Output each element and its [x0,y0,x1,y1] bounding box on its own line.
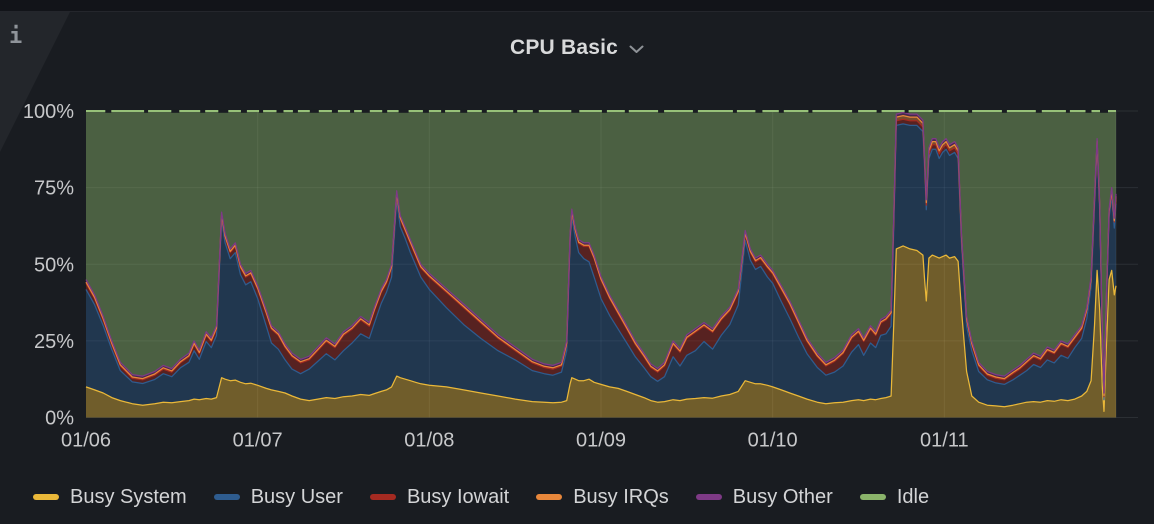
idle-line-gap [658,109,665,113]
legend-label: Busy IRQs [573,486,669,508]
window-top-strip [0,0,1154,12]
idle-line-gap [755,109,763,113]
idle-line-gap [852,109,859,113]
legend-item-busy-iowait[interactable]: Busy Iowait [369,486,510,508]
legend-item-busy-other[interactable]: Busy Other [695,486,833,508]
legend-label: Busy User [250,486,343,508]
idle-line-gap [624,109,629,113]
x-tick-label: 01/08 [404,430,454,452]
legend-label: Busy Iowait [406,486,510,508]
idle-line-gap [292,109,298,113]
idle-line-gap [460,109,468,113]
legend-swatch [536,494,563,500]
idle-line-gap [422,109,429,113]
x-tick-label: 01/07 [233,430,283,452]
x-tick-label: 01/09 [576,430,626,452]
panel-title[interactable]: CPU Basic [509,36,618,59]
legend-item-busy-system[interactable]: Busy System [33,487,187,507]
line-busy-system [85,245,1117,413]
y-tick-label: 0% [45,408,74,430]
idle-line-gap [692,109,698,113]
legend-label: Busy Other [732,486,833,508]
idle-line-gap [218,109,229,113]
y-tick-label: 100% [23,101,74,123]
idle-line-gap [1065,109,1070,113]
y-tick-label: 75% [34,178,74,200]
idle-line-gap [1085,109,1092,113]
idle-line-gap [932,109,939,113]
idle-line-gap [350,109,355,113]
idle-line-gap [968,109,973,113]
idle-line-gap [331,109,338,113]
idle-line-gap [1001,109,1007,113]
idle-line-gap [105,109,112,113]
idle-line-gap [441,109,446,113]
legend-item-busy-irqs[interactable]: Busy IRQs [536,487,669,507]
idle-line-gap [382,109,388,113]
legend-item-busy-user[interactable]: Busy User [213,486,343,508]
idle-line-gap [778,109,784,113]
idle-line-gap [240,109,247,113]
x-tick-label: 01/11 [920,430,969,452]
idle-line-gap [876,109,882,113]
x-tick-label: 01/06 [61,430,111,452]
idle-line-gap [171,109,180,113]
idle-line-gap [808,109,813,113]
legend-swatch [859,494,886,500]
info-icon: i [9,24,23,49]
idle-line-gap [732,109,737,113]
area-busy-user [86,123,1116,412]
idle-line-gap [481,109,487,113]
line-busy-irqs [85,114,1117,397]
idle-line-gap [200,109,206,113]
idle-line-gap [398,109,409,113]
idle-line-gap [259,109,264,113]
legend-swatch [213,494,240,500]
legend-swatch [33,494,59,500]
cpu-usage-chart[interactable]: 0% 25% 50% 75% 100% 01/06 01/07 01/08 01/09 01/10… [0,12,1154,524]
legend-item-idle[interactable]: Idle [859,486,930,508]
line-busy-user [85,123,1117,401]
y-tick-label: 25% [34,331,74,353]
idle-line-gap [1100,109,1108,113]
area-idle [86,111,1116,393]
panel-header[interactable]: CPU Basic [0,30,1154,66]
legend-swatch [695,494,722,500]
idle-line-gap [532,109,539,113]
idle-line-gap [904,109,909,113]
legend-label: Idle [896,486,930,508]
idle-line-gap [276,109,284,113]
idle-line-gap [1035,109,1042,113]
legend-swatch [369,494,396,500]
chevron-down-icon [629,45,644,53]
idle-line-gap [309,109,319,113]
idle-line-gap [601,109,607,113]
idle-line-gap [571,109,580,113]
y-tick-label: 50% [34,254,74,276]
area-busy-system [86,245,1116,418]
grafana-panel: i CPU Basic 0% 25% 50% 75% 100% 01/06 01/07 01/… [0,12,1154,524]
chart-legend: Busy System Busy User Busy Iowait Busy IRQs… [33,487,929,507]
x-tick-label: 01/10 [748,430,798,452]
idle-line-gap [144,109,149,113]
idle-line-gap [513,109,518,113]
idle-line-gap [361,109,370,113]
legend-label: Busy System [70,486,187,508]
line-busy-other [85,111,1117,394]
